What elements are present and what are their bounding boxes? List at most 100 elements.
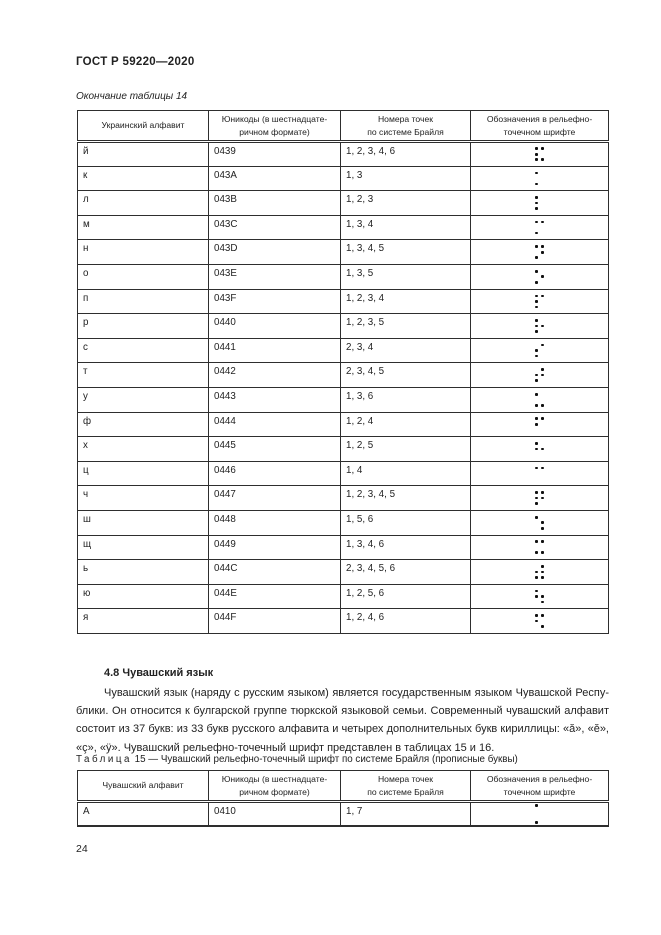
- letter-cell: к: [77, 165, 209, 192]
- braille-dot: [535, 280, 539, 284]
- braille-cell: [470, 239, 609, 265]
- braille-dot: [535, 354, 539, 358]
- braille-pattern: [535, 614, 544, 628]
- braille-dot: [535, 300, 539, 303]
- braille-dot: [540, 466, 544, 470]
- braille-dot: [540, 614, 544, 617]
- braille-dot: [535, 158, 539, 162]
- braille-dot: [535, 502, 539, 505]
- braille-dot: [535, 171, 539, 175]
- paragraph-line: «ç», «ÿ». Чувашский рельефно-точечный шр…: [76, 741, 495, 754]
- braille-dot: [540, 526, 544, 530]
- unicode-cell: 043B: [208, 190, 341, 216]
- braille-dot: [535, 619, 539, 623]
- braille-dot: [535, 182, 539, 186]
- braille-pattern: [535, 245, 544, 260]
- page-number: 24: [76, 843, 88, 855]
- column-header: Украинский алфавит: [77, 110, 209, 143]
- column-header: Чувашский алфавит: [77, 770, 209, 803]
- braille-dot: [540, 275, 544, 279]
- column-header: Юникоды (в шестнадцате- ричном формате): [208, 770, 341, 803]
- braille-cell: [470, 460, 609, 487]
- table-row: у 0443 1, 3, 6: [77, 386, 609, 413]
- braille-dot: [540, 343, 544, 347]
- braille-dot: [535, 319, 539, 322]
- points-cell: 1, 7: [340, 801, 471, 828]
- braille-cell: [470, 534, 609, 561]
- braille-pattern: [535, 196, 543, 210]
- braille-dot: [535, 269, 539, 273]
- unicode-cell: 0449: [208, 534, 341, 561]
- table-row: ц 0446 1, 4: [77, 460, 609, 487]
- braille-cell: [470, 337, 609, 364]
- braille-dot: [535, 614, 539, 617]
- table15-caption-word: Таблица: [76, 754, 132, 765]
- braille-dot: [535, 540, 539, 544]
- braille-pattern: [535, 294, 544, 309]
- braille-dot: [540, 220, 544, 224]
- table14-continuation-caption: Окончание таблицы 14: [76, 91, 188, 102]
- table-row: х 0445 1, 2, 5: [77, 436, 609, 462]
- braille-cell: [470, 165, 609, 192]
- unicode-cell: 0447: [208, 485, 341, 511]
- letter-cell: п: [77, 288, 209, 315]
- braille-pattern: [535, 147, 544, 162]
- braille-dot: [540, 417, 544, 421]
- braille-pattern: [535, 491, 544, 505]
- chuvash-alphabet-braille-table: Чувашский алфавит Юникоды (в шестнадцате-…: [77, 770, 609, 828]
- table15-caption-text: — Чувашский рельефно-точечный шрифт по с…: [148, 754, 518, 765]
- table-row: п 043F 1, 2, 3, 4: [77, 288, 609, 315]
- letter-cell: л: [77, 190, 209, 216]
- unicode-cell: 043F: [208, 288, 341, 315]
- braille-dot: [540, 496, 544, 500]
- braille-cell: [470, 608, 609, 634]
- unicode-cell: 044C: [208, 559, 341, 585]
- braille-pattern: [535, 269, 544, 284]
- braille-dot: [535, 442, 539, 445]
- braille-cell: [470, 214, 609, 241]
- braille-dot: [540, 576, 544, 579]
- braille-pattern: [535, 319, 544, 333]
- section-paragraph: Чувашский язык (наряду с русским языком)…: [76, 684, 609, 757]
- braille-dot: [535, 256, 539, 260]
- unicode-cell: 0446: [208, 460, 341, 487]
- braille-pattern: [535, 804, 543, 824]
- braille-dot: [540, 147, 544, 151]
- letter-cell: ь: [77, 559, 209, 585]
- unicode-cell: 0439: [208, 141, 341, 167]
- braille-cell: [470, 411, 609, 438]
- braille-pattern: [535, 565, 544, 579]
- unicode-cell: 0410: [208, 801, 341, 828]
- braille-dot: [535, 576, 539, 579]
- letter-cell: ч: [77, 485, 209, 511]
- braille-dot: [535, 147, 539, 151]
- points-cell: 1, 3, 5: [340, 263, 471, 290]
- letter-cell: ц: [77, 460, 209, 487]
- braille-dot: [535, 324, 539, 328]
- braille-dot: [540, 491, 544, 494]
- points-cell: 1, 2, 3, 4, 5: [340, 485, 471, 511]
- braille-dot: [540, 521, 544, 525]
- letter-cell: й: [77, 141, 209, 167]
- braille-dot: [540, 447, 544, 451]
- braille-dot: [540, 625, 544, 628]
- braille-pattern: [535, 368, 544, 382]
- column-header: Номера точек по системе Брайля: [340, 770, 471, 803]
- letter-cell: ф: [77, 411, 209, 438]
- section-heading: 4.8 Чувашский язык: [104, 667, 214, 679]
- braille-dot: [535, 152, 539, 156]
- braille-dot: [540, 250, 544, 254]
- points-cell: 1, 2, 3, 5: [340, 313, 471, 339]
- table-row: ч 0447 1, 2, 3, 4, 5: [77, 485, 609, 511]
- braille-dot: [535, 245, 539, 249]
- table-row: т 0442 2, 3, 4, 5: [77, 362, 609, 388]
- braille-dot: [535, 294, 539, 298]
- braille-dot: [535, 231, 539, 235]
- letter-cell: я: [77, 608, 209, 634]
- braille-dot: [540, 551, 544, 555]
- braille-cell: [470, 313, 609, 339]
- braille-dot: [535, 496, 539, 500]
- table-row: ю 044E 1, 2, 5, 6: [77, 583, 609, 610]
- letter-cell: м: [77, 214, 209, 241]
